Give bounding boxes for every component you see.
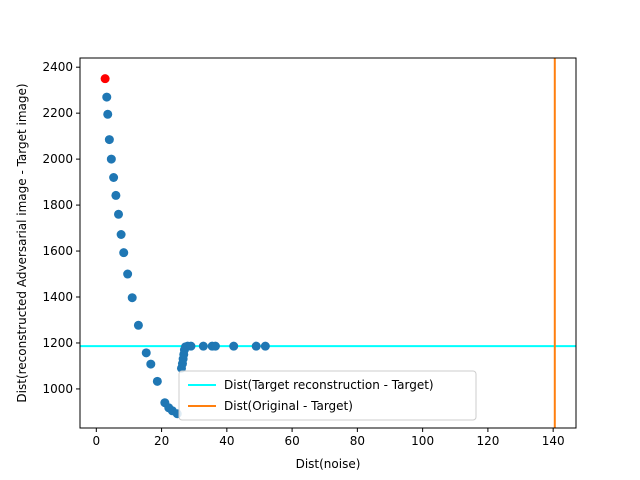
data-point (152, 376, 162, 386)
x-tick-label: 120 (476, 434, 499, 448)
y-axis: 1000 1200 1400 1600 1800 2000 2200 2400 (42, 60, 80, 396)
y-tick-label: 1000 (42, 382, 73, 396)
data-points (100, 74, 270, 419)
data-point (102, 92, 112, 102)
data-point (103, 109, 113, 119)
data-point (114, 209, 124, 219)
data-point (210, 341, 220, 351)
x-axis: 0 20 40 60 80 100 120 140 (92, 428, 565, 448)
data-point (146, 359, 156, 369)
data-point (186, 341, 196, 351)
data-point (198, 341, 208, 351)
x-tick-label: 20 (154, 434, 169, 448)
y-tick-label: 1800 (42, 198, 73, 212)
data-point (260, 341, 270, 351)
data-point (133, 320, 143, 330)
data-point (119, 248, 129, 258)
data-point (127, 293, 137, 303)
data-point (104, 135, 114, 145)
data-point (141, 348, 151, 358)
x-tick-label: 100 (411, 434, 434, 448)
y-tick-label: 2400 (42, 60, 73, 74)
x-tick-label: 80 (350, 434, 365, 448)
legend-box (178, 370, 477, 421)
highlight-point (100, 74, 110, 84)
y-axis-label: Dist(reconstructed Adversarial image - T… (15, 83, 29, 402)
data-point (123, 269, 133, 279)
y-tick-label: 1600 (42, 244, 73, 258)
y-tick-label: 2200 (42, 106, 73, 120)
y-tick-label: 1200 (42, 336, 73, 350)
legend-entry-label: Dist(Target reconstruction - Target) (224, 378, 434, 392)
data-point (251, 341, 261, 351)
data-point (116, 229, 126, 239)
x-tick-label: 140 (542, 434, 565, 448)
x-tick-label: 40 (219, 434, 234, 448)
reference-lines (80, 58, 576, 428)
x-tick-label: 0 (92, 434, 100, 448)
legend: Dist(Target reconstruction - Target) Dist… (178, 370, 477, 421)
x-axis-label: Dist(noise) (296, 457, 361, 471)
legend-entry-label: Dist(Original - Target) (224, 399, 353, 413)
data-point (109, 173, 119, 183)
data-point (229, 341, 239, 351)
x-tick-label: 60 (284, 434, 299, 448)
plot-frame (79, 57, 577, 429)
y-tick-label: 1400 (42, 290, 73, 304)
data-point (111, 190, 121, 200)
y-tick-label: 2000 (42, 152, 73, 166)
data-point (106, 154, 116, 164)
